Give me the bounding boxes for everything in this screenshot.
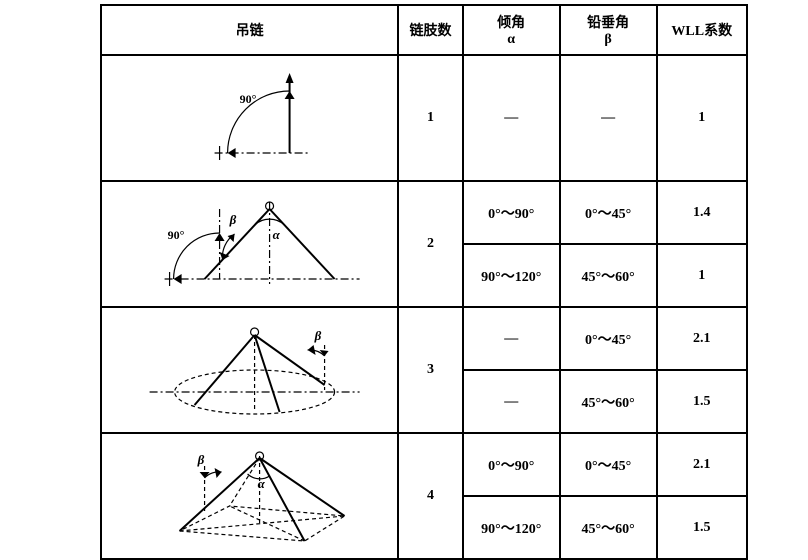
beta-cell: 45°～60° — [560, 496, 657, 559]
ninety-deg-label: 90° — [240, 92, 257, 106]
alpha-cell: 90°～120° — [463, 496, 560, 559]
header-legs: 链肢数 — [398, 5, 463, 55]
beta-cell: 0°～45° — [560, 433, 657, 496]
ninety-deg-label: 90° — [168, 228, 185, 242]
wll-cell: 1.4 — [657, 181, 747, 244]
alpha-cell: — — [463, 55, 560, 181]
beta-label: β — [197, 452, 205, 467]
alpha-label: α — [273, 227, 281, 242]
beta-cell: 0°～45° — [560, 307, 657, 370]
table-row: α β 90° 2 0°～90° 0°～45° 1.4 — [101, 181, 747, 244]
legs-cell: 3 — [398, 307, 463, 433]
header-row: 吊链 链肢数 倾角 α 铅垂角 β WLL系数 — [101, 5, 747, 55]
table-row: β α 4 0°～90° 0°～45° 2.1 — [101, 433, 747, 496]
beta-label: β — [314, 328, 322, 343]
legs-cell: 1 — [398, 55, 463, 181]
legs-cell: 4 — [398, 433, 463, 559]
beta-cell: 45°～60° — [560, 244, 657, 307]
wll-cell: 2.1 — [657, 307, 747, 370]
alpha-cell: 90°～120° — [463, 244, 560, 307]
wll-cell: 1 — [657, 55, 747, 181]
header-wll: WLL系数 — [657, 5, 747, 55]
beta-cell: — — [560, 55, 657, 181]
single-leg-diagram: 90° — [101, 55, 398, 181]
alpha-cell: 0°～90° — [463, 181, 560, 244]
wll-cell: 1.5 — [657, 496, 747, 559]
table-row: 90° 1 — — 1 — [101, 55, 747, 181]
two-leg-diagram: α β 90° — [101, 181, 398, 307]
table-row: β 3 — 0°～45° 2.1 — [101, 307, 747, 370]
beta-cell: 0°～45° — [560, 181, 657, 244]
header-diagram: 吊链 — [101, 5, 398, 55]
header-beta: 铅垂角 β — [560, 5, 657, 55]
alpha-label: α — [258, 476, 266, 491]
beta-label: β — [229, 212, 237, 227]
beta-cell: 45°～60° — [560, 370, 657, 433]
three-leg-diagram: β — [101, 307, 398, 433]
alpha-cell: — — [463, 307, 560, 370]
header-alpha: 倾角 α — [463, 5, 560, 55]
wll-cell: 1.5 — [657, 370, 747, 433]
wll-cell: 2.1 — [657, 433, 747, 496]
wll-cell: 1 — [657, 244, 747, 307]
sling-table: 吊链 链肢数 倾角 α 铅垂角 β WLL系数 — [100, 4, 748, 560]
four-leg-diagram: β α — [101, 433, 398, 559]
legs-cell: 2 — [398, 181, 463, 307]
page: 吊链 链肢数 倾角 α 铅垂角 β WLL系数 — [0, 0, 808, 546]
alpha-cell: 0°～90° — [463, 433, 560, 496]
alpha-cell: — — [463, 370, 560, 433]
